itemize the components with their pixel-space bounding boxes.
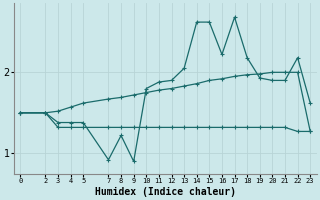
X-axis label: Humidex (Indice chaleur): Humidex (Indice chaleur) [95,186,236,197]
